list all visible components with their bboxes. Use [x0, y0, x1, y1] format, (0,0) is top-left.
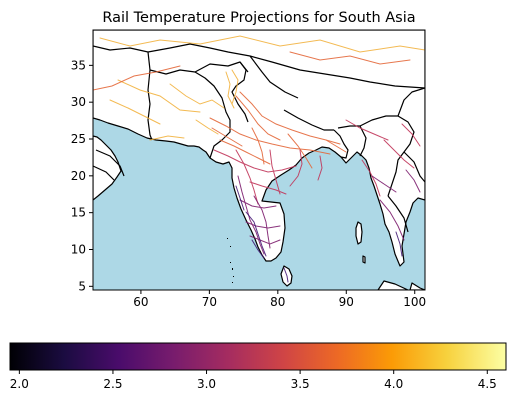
island-dots: [227, 238, 234, 283]
y-tick-label: 20: [71, 169, 86, 183]
x-tick-label: 60: [133, 295, 148, 309]
colorbar-tick-label: 4.0: [384, 377, 403, 391]
y-tick-label: 10: [71, 242, 86, 256]
y-tick-label: 35: [71, 58, 86, 72]
colorbar-tick-label: 2.0: [10, 377, 29, 391]
colorbar-tick-label: 3.0: [197, 377, 216, 391]
country-borders: [93, 43, 425, 233]
colorbar-gradient: [10, 343, 506, 370]
rail-network: [93, 35, 425, 283]
x-axis-ticks: 60 70 80 90 100: [133, 290, 426, 309]
map-title: Rail Temperature Projections for South A…: [102, 10, 415, 26]
colorbar-tick-label: 4.5: [478, 377, 497, 391]
y-axis-ticks: 5 10 15 20 25 30 35: [71, 58, 93, 293]
colorbar-tick-label: 2.5: [103, 377, 122, 391]
y-tick-label: 25: [71, 132, 86, 146]
y-tick-label: 5: [78, 279, 86, 293]
x-tick-label: 90: [339, 295, 354, 309]
colorbar-frame: [9, 342, 507, 371]
y-tick-label: 30: [71, 95, 86, 109]
colorbar-tick-label: 3.5: [291, 377, 310, 391]
y-tick-label: 15: [71, 206, 86, 220]
andaman-islands: [355, 221, 363, 245]
map-frame: [92, 29, 426, 291]
x-tick-label: 80: [270, 295, 285, 309]
colorbar: 2.0 2.5 3.0 3.5 4.0 4.5: [9, 342, 507, 391]
sumatra-tip: [377, 280, 409, 290]
x-tick-label: 70: [202, 295, 217, 309]
map-axes: [93, 30, 425, 290]
colorbar-ticks: 2.0 2.5 3.0 3.5 4.0 4.5: [10, 370, 497, 391]
x-tick-label: 100: [403, 295, 426, 309]
